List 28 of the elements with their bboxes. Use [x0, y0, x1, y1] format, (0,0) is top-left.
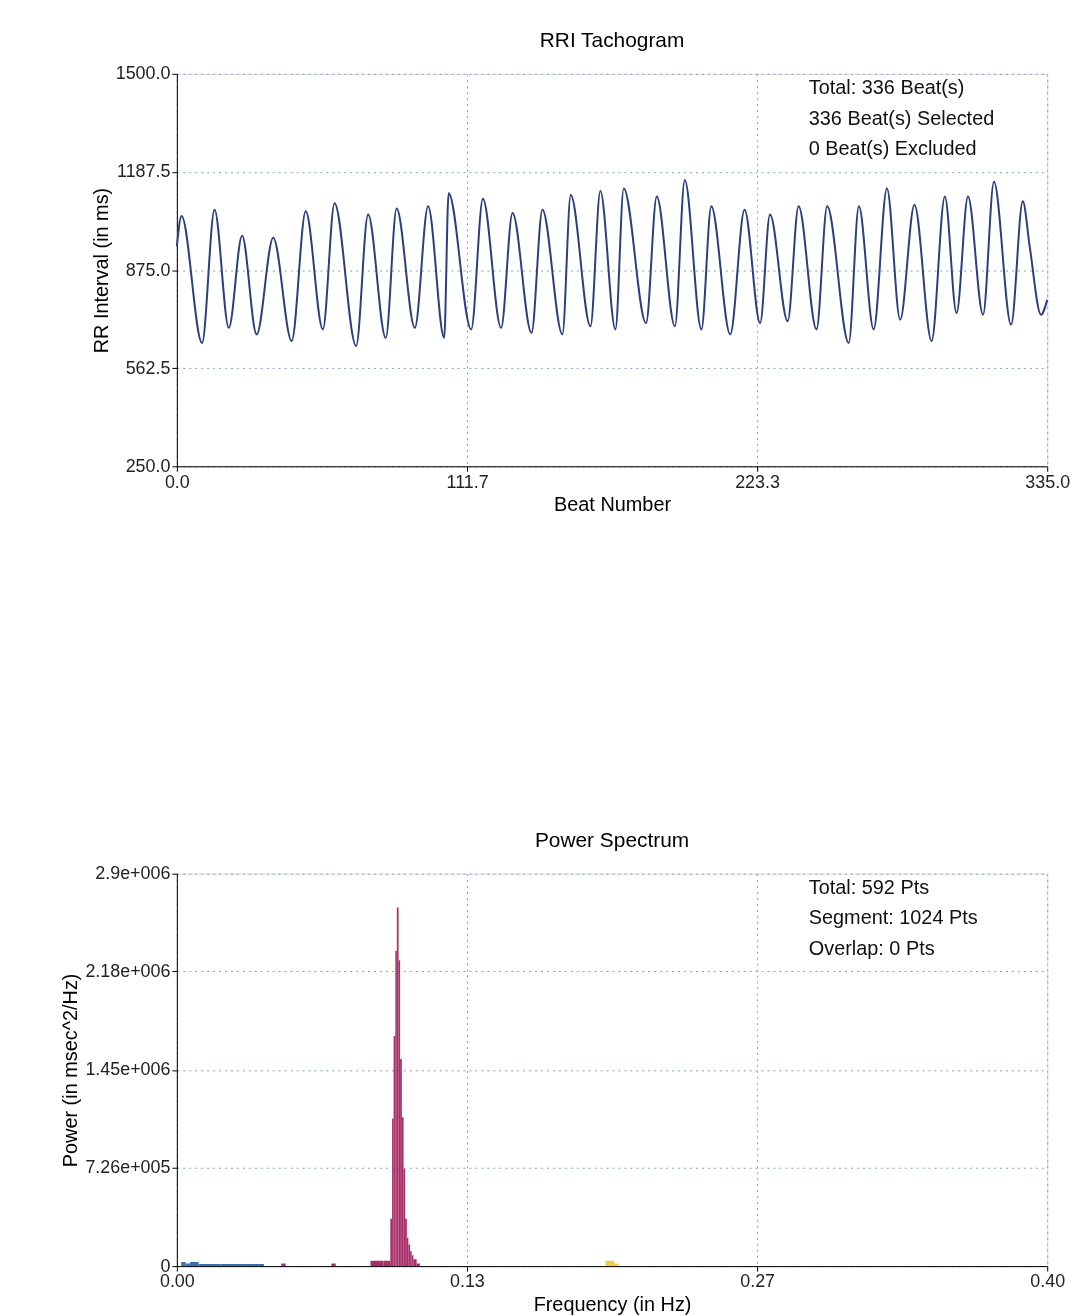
x-tick-label: 111.7	[446, 471, 489, 492]
annotation: Total: 592 Pts	[808, 875, 930, 898]
y-tick-label: 2.9e+006	[95, 863, 171, 884]
x-tick-label: 223.3	[735, 471, 780, 492]
y-tick-label: 1.45e+006	[85, 1059, 171, 1080]
y-tick-label: 1500.0	[115, 63, 171, 84]
x-axis-title: Frequency (in Hz)	[533, 1293, 692, 1316]
annotation: Segment: 1024 Pts	[808, 906, 978, 929]
y-axis-title: Power (in msec^2/Hz)	[59, 973, 82, 1168]
y-tick-label: 875.0	[125, 259, 171, 280]
annotation: Total: 336 Beat(s)	[808, 75, 965, 98]
y-tick-label: 1187.5	[117, 161, 171, 182]
chart-title: Power Spectrum	[534, 827, 690, 851]
annotation: 0 Beat(s) Excluded	[808, 137, 977, 160]
x-axis-title: Beat Number	[554, 493, 672, 516]
x-tick-label: 0.13	[450, 1271, 485, 1292]
chart-title: RRI Tachogram	[539, 28, 685, 51]
x-tick-label: 0.40	[1030, 1271, 1066, 1292]
x-tick-label: 335.0	[1025, 471, 1071, 492]
line-series	[175, 178, 1049, 348]
y-axis-title: RR Interval (in ms)	[89, 187, 112, 354]
x-tick-label: 0.00	[159, 1271, 195, 1292]
annotation: 336 Beat(s) Selected	[808, 106, 995, 129]
annotation: Overlap: 0 Pts	[808, 937, 935, 960]
y-tick-label: 562.5	[125, 357, 171, 378]
x-tick-label: 0.27	[740, 1271, 776, 1292]
y-tick-label: 7.26e+005	[85, 1157, 171, 1178]
y-tick-label: 2.18e+006	[85, 960, 171, 981]
